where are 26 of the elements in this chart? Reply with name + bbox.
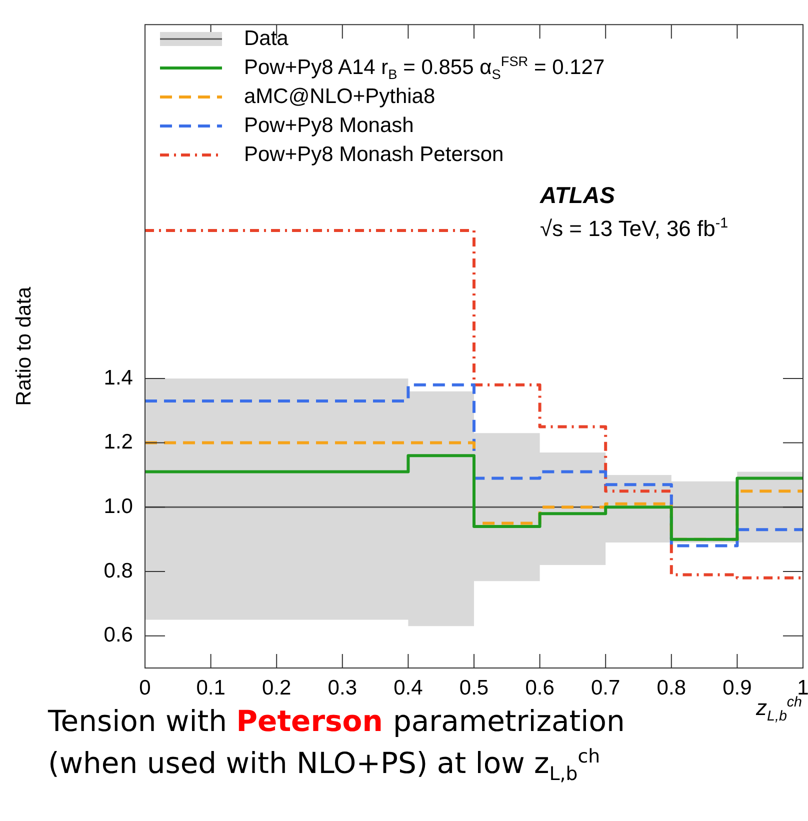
text: Tension with [48, 704, 228, 738]
legend-label: Pow+Py8 Monash Peterson [244, 142, 504, 168]
y-tick-label: 0.6 [104, 624, 133, 647]
legend-label: Data [244, 26, 288, 52]
y-axis-title: Ratio to data [12, 286, 36, 406]
x-tick-label: 0.2 [262, 676, 292, 700]
legend-label: Pow+Py8 Monash [244, 113, 414, 139]
text: Peterson [236, 704, 384, 738]
y-tick-label: 1.2 [104, 430, 133, 454]
x-tick-label: 0.8 [656, 676, 686, 700]
x-tick-label: 0.1 [196, 676, 226, 700]
y-tick-label: 0.8 [104, 559, 133, 582]
x-tick-label: 0.3 [328, 676, 357, 700]
text: parametrization [392, 704, 625, 738]
y-tick-label: 1.0 [104, 494, 133, 518]
x-tick-label: 0.7 [591, 676, 620, 700]
x-tick-label: 0.9 [722, 676, 752, 700]
annotation: ATLAS [540, 182, 615, 209]
x-tick-label: 0.4 [394, 676, 424, 700]
x-tick-label: 0.6 [525, 676, 554, 700]
legend-label: Pow+Py8 A14 r$_{B}$ = 0.855 α$_{S}$$^{FSR}$ = 0.127 [244, 53, 605, 82]
x-tick-label: 0.5 [459, 676, 489, 700]
legend-label: aMC@NLO+Pythia8 [244, 84, 436, 110]
annotation: √s = 13 TeV, 36 fb$^{-1}$ [540, 216, 728, 242]
y-tick-label: 1.4 [104, 366, 134, 390]
x-tick-label: 0 [139, 676, 151, 700]
